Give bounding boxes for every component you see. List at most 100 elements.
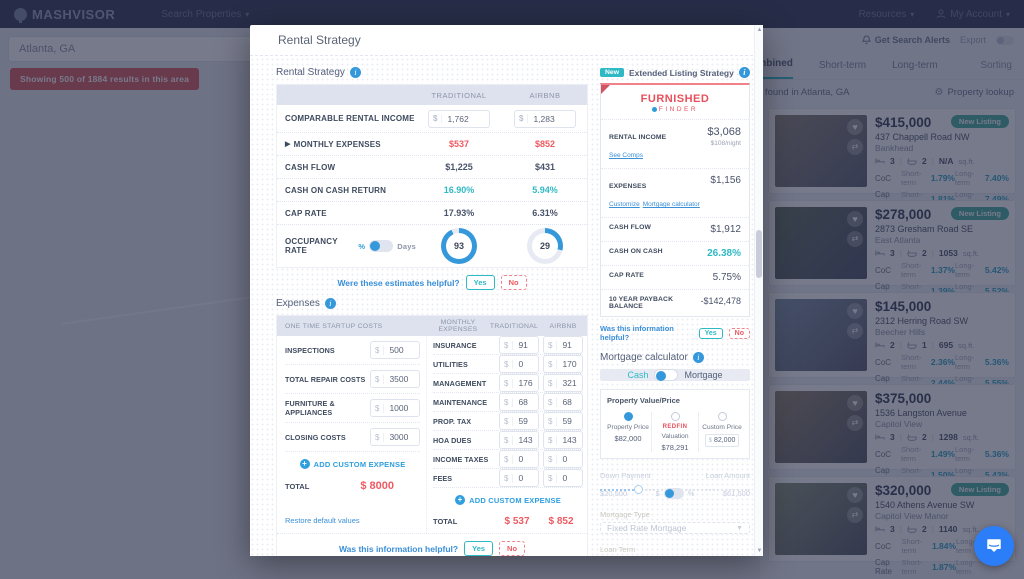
mortgage-calculator-link[interactable]: Mortgage calculator — [642, 201, 700, 208]
income-taxes-airbnb-input[interactable]: $0 — [543, 450, 583, 468]
add-custom-expense-button[interactable]: + ADD CUSTOM EXPENSE — [285, 452, 420, 476]
monthly-expenses-traditional: $537 — [448, 139, 470, 149]
modal-scrollbar[interactable]: ▲ ▼ — [754, 25, 763, 556]
total-airbnb-value: $ 852 — [548, 516, 574, 527]
restore-defaults-link[interactable]: Restore default values — [285, 516, 360, 525]
extended-listing-strategy-heading: Extended Listing Strategy — [628, 67, 734, 78]
payback-balance-value: -$142,478 — [700, 296, 741, 306]
chevron-down-icon: ▼ — [736, 524, 743, 532]
add-custom-expense-button[interactable]: + ADD CUSTOM EXPENSE — [433, 488, 583, 512]
custom-price-radio[interactable] — [717, 412, 727, 421]
yes-button[interactable]: Yes — [465, 275, 495, 290]
mortgage-type-label: Mortgage Type — [600, 510, 650, 519]
income-taxes-label: INCOME TAXES — [433, 454, 489, 464]
total-repair-costs-label: TOTAL REPAIR COSTS — [285, 374, 366, 384]
management-traditional-input[interactable]: $176 — [499, 374, 539, 392]
chat-icon — [987, 539, 1001, 552]
monthly-expenses-row[interactable]: ▶ MONTHLY EXPENSES — [285, 139, 381, 149]
scroll-up-icon[interactable]: ▲ — [756, 27, 763, 33]
mortgage-type-select[interactable]: Fixed Rate Mortgage ▼ — [600, 522, 750, 534]
expenses-table: ONE TIME STARTUP COSTS MONTHLY EXPENSES … — [276, 315, 588, 556]
no-button[interactable]: No — [499, 541, 526, 556]
info-icon[interactable]: i — [349, 67, 361, 78]
rental-strategy-heading: Rental Strategy — [276, 67, 345, 78]
property-value-price-label: Property Value/Price — [607, 396, 680, 405]
dollar-option[interactable]: $ — [655, 489, 660, 498]
payback-balance-label: 10 YEAR PAYBACK BALANCE — [609, 296, 674, 310]
cash-flow-airbnb: $431 — [534, 162, 556, 172]
furniture-appliances-input[interactable]: $1000 — [370, 399, 420, 417]
dollar-percent-toggle[interactable] — [663, 488, 684, 499]
customize-link[interactable]: Customize — [609, 201, 640, 208]
currency-prefix: $ — [429, 114, 443, 123]
cap-rate-airbnb: 6.31% — [532, 208, 558, 218]
closing-costs-input[interactable]: $3000 — [370, 428, 420, 446]
rental-income-traditional-input[interactable]: $1,762 — [428, 109, 490, 128]
property-price-label: Property Price — [607, 424, 649, 431]
cap-rate-label: CAP RATE — [609, 272, 644, 279]
utilities-airbnb-input[interactable]: $170 — [543, 355, 583, 373]
hoa-dues-airbnb-input[interactable]: $143 — [543, 431, 583, 449]
cash-mortgage-toggle[interactable] — [654, 369, 679, 381]
days-option[interactable]: Days — [397, 241, 416, 251]
cash-on-cash-label: CASH ON CASH — [609, 248, 663, 255]
scroll-down-icon[interactable]: ▼ — [756, 548, 763, 554]
property-price-radio[interactable] — [623, 412, 633, 421]
maintenance-traditional-input[interactable]: $68 — [499, 393, 539, 411]
monthly-expenses-airbnb: $852 — [534, 139, 556, 149]
custom-price-input[interactable]: $82,000 — [704, 434, 740, 447]
info-icon[interactable]: i — [738, 67, 750, 78]
property-value-box: Property Value/Price Property Price $82,… — [600, 389, 750, 459]
rental-income-airbnb-input[interactable]: $1,283 — [514, 109, 576, 128]
maintenance-airbnb-input[interactable]: $68 — [543, 393, 583, 411]
percent-option[interactable]: % — [687, 489, 695, 498]
startup-total-value: $ 8000 — [360, 480, 394, 492]
info-icon[interactable]: i — [692, 352, 704, 363]
redfin-valuation-radio[interactable] — [670, 412, 680, 421]
percent-option[interactable]: % — [358, 241, 366, 251]
no-button[interactable]: No — [728, 327, 750, 339]
inspections-label: INSPECTIONS — [285, 345, 335, 355]
airbnb-column-header: AIRBNB — [529, 90, 561, 100]
cash-on-cash-airbnb: 5.94% — [532, 185, 558, 195]
expand-caret-icon: ▶ — [285, 141, 291, 148]
management-label: MANAGEMENT — [433, 378, 487, 388]
total-traditional-value: $ 537 — [504, 516, 530, 527]
yes-button[interactable]: Yes — [698, 327, 723, 339]
monthly-total-label: TOTAL — [433, 517, 458, 526]
insurance-traditional-input[interactable]: $91 — [499, 336, 539, 354]
plus-icon: + — [455, 495, 466, 505]
yes-button[interactable]: Yes — [464, 541, 494, 556]
cap-rate-value: 5.75% — [712, 272, 741, 283]
fees-airbnb-input[interactable]: $0 — [543, 469, 583, 487]
plus-icon: + — [299, 459, 310, 469]
traditional-column-header: TRADITIONAL — [489, 322, 539, 330]
new-badge: New — [600, 68, 624, 77]
down-payment-label: Down Payment — [600, 471, 651, 480]
hoa-dues-traditional-input[interactable]: $143 — [499, 431, 539, 449]
corner-fold — [601, 85, 610, 94]
hoa-dues-label: HOA DUES — [433, 435, 472, 445]
see-comps-link[interactable]: See Comps — [609, 152, 643, 159]
scrollbar-thumb[interactable] — [756, 230, 762, 278]
mortgage-calculator-heading: Mortgage calculator — [600, 352, 688, 363]
map-pin-icon — [651, 107, 657, 112]
cash-flow-label: CASH FLOW — [285, 162, 336, 172]
total-repair-costs-input[interactable]: $3500 — [370, 370, 420, 388]
insurance-airbnb-input[interactable]: $91 — [543, 336, 583, 354]
prop-tax-traditional-input[interactable]: $59 — [499, 412, 539, 430]
info-icon[interactable]: i — [324, 298, 336, 309]
slider-handle[interactable] — [633, 485, 643, 494]
prop-tax-airbnb-input[interactable]: $59 — [543, 412, 583, 430]
cash-option[interactable]: Cash — [627, 370, 649, 380]
mortgage-option[interactable]: Mortgage — [684, 370, 723, 380]
chat-launcher-button[interactable] — [974, 526, 1014, 566]
fees-traditional-input[interactable]: $0 — [499, 469, 539, 487]
no-button[interactable]: No — [500, 275, 527, 290]
utilities-traditional-input[interactable]: $0 — [499, 355, 539, 373]
income-taxes-traditional-input[interactable]: $0 — [499, 450, 539, 468]
management-airbnb-input[interactable]: $321 — [543, 374, 583, 392]
custom-price-label: Custom Price — [702, 424, 742, 431]
inspections-input[interactable]: $500 — [370, 341, 420, 359]
occupancy-unit-toggle[interactable] — [369, 240, 394, 252]
